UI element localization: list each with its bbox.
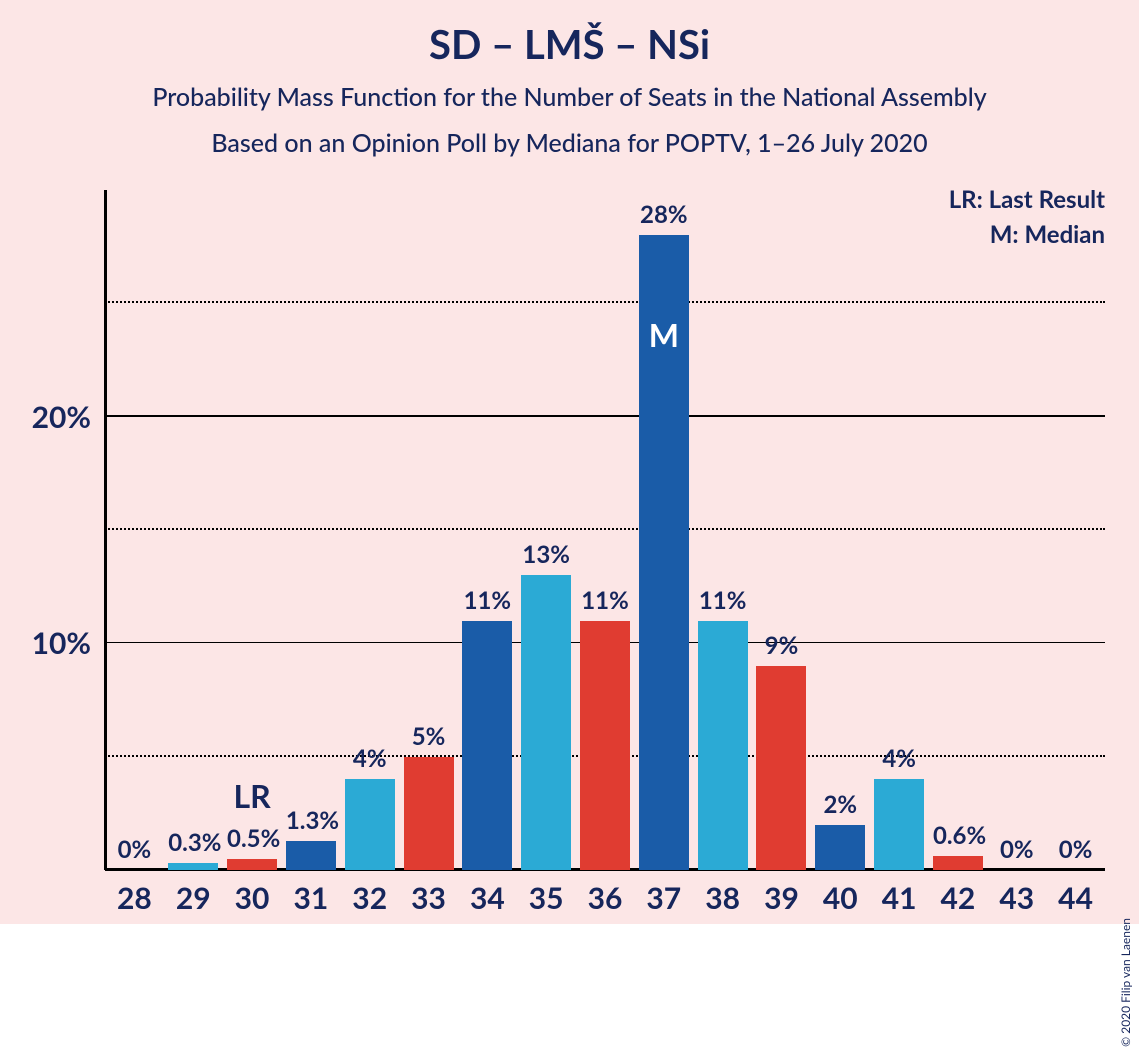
bar-value-label: 5% xyxy=(404,722,454,751)
bar-value-label: 0% xyxy=(992,835,1042,864)
last-result-marker: LR xyxy=(233,776,270,815)
bar: 9% xyxy=(756,666,806,870)
bar-value-label: 1.3% xyxy=(286,806,336,835)
bar: 11% xyxy=(698,621,748,870)
bar-value-label: 0% xyxy=(1051,835,1101,864)
copyright-label: © 2020 Filip van Laenen xyxy=(1118,918,1133,1047)
bar: 0.6% xyxy=(933,856,983,870)
chart-plot-area: LR: Last Result M: Median 10%20%0%280.3%… xyxy=(105,190,1105,870)
bar: 13% xyxy=(521,575,571,870)
y-tick-label: 10% xyxy=(32,625,91,661)
x-tick-label: 43 xyxy=(999,880,1034,916)
chart-canvas: SD – LMŠ – NSi Probability Mass Function… xyxy=(0,0,1139,924)
bar-value-label: 0.6% xyxy=(933,821,983,850)
bar: 1.3% xyxy=(286,841,336,870)
bar: 28%M xyxy=(639,235,689,870)
x-tick-label: 38 xyxy=(705,880,740,916)
chart-title: SD – LMŠ – NSi xyxy=(0,20,1139,68)
bar-value-label: 11% xyxy=(698,586,748,615)
bar: 5% xyxy=(404,757,454,870)
bar-value-label: 4% xyxy=(874,744,924,773)
x-tick-label: 30 xyxy=(235,880,270,916)
x-tick-label: 28 xyxy=(117,880,152,916)
bar: 4% xyxy=(874,779,924,870)
gridline-minor xyxy=(105,301,1105,303)
y-axis-line xyxy=(104,190,107,870)
bar-value-label: 9% xyxy=(756,631,806,660)
bar-value-label: 28% xyxy=(639,200,689,229)
bar-value-label: 13% xyxy=(521,540,571,569)
bar: 0.3% xyxy=(168,863,218,870)
bar-value-label: 0.3% xyxy=(168,828,218,857)
x-tick-label: 34 xyxy=(470,880,505,916)
legend-m: M: Median xyxy=(949,220,1105,249)
x-tick-label: 31 xyxy=(293,880,328,916)
bar-value-label: 2% xyxy=(815,790,865,819)
legend-lr: LR: Last Result xyxy=(949,185,1105,214)
bar-value-label: 4% xyxy=(345,744,395,773)
gridline-minor xyxy=(105,528,1105,530)
bar-value-label: 0% xyxy=(109,835,159,864)
bar-value-label: 11% xyxy=(462,586,512,615)
x-tick-label: 42 xyxy=(941,880,976,916)
x-tick-label: 32 xyxy=(352,880,387,916)
median-marker: M xyxy=(639,315,689,354)
gridline-major xyxy=(105,415,1105,417)
x-tick-label: 35 xyxy=(529,880,564,916)
x-tick-label: 37 xyxy=(646,880,681,916)
x-tick-label: 33 xyxy=(411,880,446,916)
x-tick-label: 41 xyxy=(882,880,917,916)
chart-subtitle-2: Based on an Opinion Poll by Mediana for … xyxy=(0,128,1139,158)
bar-value-label: 11% xyxy=(580,586,630,615)
bar: 2% xyxy=(815,825,865,870)
x-tick-label: 44 xyxy=(1058,880,1093,916)
x-tick-label: 36 xyxy=(588,880,623,916)
legend: LR: Last Result M: Median xyxy=(949,185,1105,249)
bar: 11% xyxy=(462,621,512,870)
chart-subtitle-1: Probability Mass Function for the Number… xyxy=(0,82,1139,112)
x-tick-label: 40 xyxy=(823,880,858,916)
bar: 11% xyxy=(580,621,630,870)
bar: 4% xyxy=(345,779,395,870)
x-tick-label: 29 xyxy=(176,880,211,916)
y-tick-label: 20% xyxy=(32,399,91,435)
x-tick-label: 39 xyxy=(764,880,799,916)
bar: 0.5% xyxy=(227,859,277,870)
bar-value-label: 0.5% xyxy=(227,824,277,853)
